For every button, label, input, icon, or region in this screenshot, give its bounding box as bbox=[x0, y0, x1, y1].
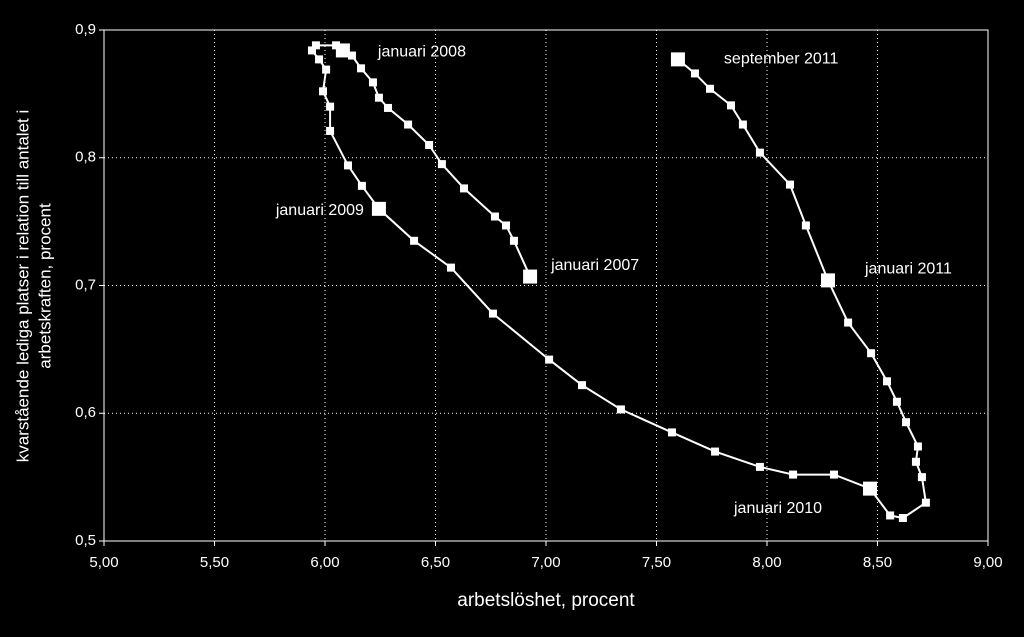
annotation: januari 2011 bbox=[864, 261, 952, 278]
marker bbox=[829, 470, 838, 479]
marker bbox=[755, 462, 764, 471]
y-tick-label: 0,6 bbox=[75, 404, 96, 421]
annotation: september 2011 bbox=[724, 51, 839, 68]
marker bbox=[490, 212, 499, 221]
x-tick-label: 8,00 bbox=[752, 554, 781, 571]
marker bbox=[785, 180, 794, 189]
marker bbox=[488, 309, 497, 318]
marker bbox=[738, 120, 747, 129]
marker bbox=[523, 269, 538, 284]
marker bbox=[616, 405, 625, 414]
marker bbox=[326, 102, 335, 111]
marker bbox=[311, 41, 320, 50]
marker bbox=[820, 273, 835, 288]
marker bbox=[867, 349, 876, 358]
marker bbox=[578, 381, 587, 390]
x-tick-label: 5,50 bbox=[200, 554, 229, 571]
y-tick-label: 0,5 bbox=[75, 532, 96, 549]
marker bbox=[726, 101, 735, 110]
x-tick-label: 7,00 bbox=[531, 554, 560, 571]
marker bbox=[319, 87, 328, 96]
x-tick-label: 6,00 bbox=[310, 554, 339, 571]
marker bbox=[404, 120, 413, 129]
x-tick-label: 9,00 bbox=[973, 554, 1002, 571]
marker bbox=[343, 161, 352, 170]
marker bbox=[347, 51, 356, 60]
marker bbox=[437, 160, 446, 169]
marker bbox=[501, 221, 510, 230]
marker bbox=[921, 498, 930, 507]
marker bbox=[326, 126, 335, 135]
marker bbox=[844, 318, 853, 327]
marker bbox=[425, 140, 434, 149]
marker bbox=[667, 428, 676, 437]
y-axis-label: arbetskraften, procent bbox=[35, 203, 54, 369]
marker bbox=[911, 457, 920, 466]
x-tick-label: 8,50 bbox=[863, 554, 892, 571]
marker bbox=[446, 263, 455, 272]
x-tick-label: 5,00 bbox=[89, 554, 118, 571]
marker bbox=[315, 55, 324, 64]
marker bbox=[545, 355, 554, 364]
marker bbox=[801, 221, 810, 230]
y-tick-label: 0,8 bbox=[75, 149, 96, 166]
marker bbox=[705, 84, 714, 93]
marker bbox=[357, 181, 366, 190]
y-axis-label: kvarstående lediga platser i relation ti… bbox=[13, 110, 32, 462]
marker bbox=[892, 397, 901, 406]
marker bbox=[307, 46, 316, 55]
y-tick-label: 0,7 bbox=[75, 276, 96, 293]
x-tick-label: 7,50 bbox=[642, 554, 671, 571]
marker bbox=[898, 514, 907, 523]
marker bbox=[670, 52, 685, 67]
marker bbox=[755, 148, 764, 157]
marker bbox=[886, 511, 895, 520]
marker bbox=[374, 93, 383, 102]
marker bbox=[711, 447, 720, 456]
x-axis-label: arbetslöshet, procent bbox=[457, 590, 635, 611]
marker bbox=[917, 473, 926, 482]
marker bbox=[509, 236, 518, 245]
annotation: januari 2010 bbox=[733, 500, 822, 517]
marker bbox=[410, 236, 419, 245]
marker bbox=[383, 103, 392, 112]
marker bbox=[368, 78, 377, 87]
annotation: januari 2008 bbox=[377, 44, 466, 61]
x-tick-label: 6,50 bbox=[421, 554, 450, 571]
marker bbox=[690, 69, 699, 78]
y-tick-label: 0,9 bbox=[75, 21, 96, 38]
marker bbox=[460, 184, 469, 193]
marker bbox=[371, 201, 386, 216]
marker bbox=[789, 470, 798, 479]
marker bbox=[883, 377, 892, 386]
marker bbox=[322, 65, 331, 74]
marker bbox=[913, 442, 922, 451]
marker bbox=[902, 418, 911, 427]
annotation: januari 2007 bbox=[550, 257, 639, 274]
plot-border bbox=[103, 29, 989, 542]
marker bbox=[332, 41, 341, 50]
marker bbox=[862, 481, 877, 496]
marker bbox=[357, 64, 366, 73]
annotation: januari 2009 bbox=[275, 202, 364, 219]
